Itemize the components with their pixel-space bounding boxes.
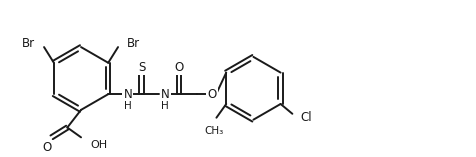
Text: Br: Br [127, 37, 140, 50]
Text: Br: Br [22, 37, 35, 50]
Text: S: S [138, 61, 145, 74]
Text: H: H [161, 101, 169, 111]
Text: N: N [161, 88, 169, 101]
Text: O: O [208, 88, 217, 101]
Text: Cl: Cl [300, 111, 312, 124]
Text: O: O [42, 141, 51, 154]
Text: OH: OH [90, 140, 107, 150]
Text: H: H [124, 101, 132, 111]
Text: O: O [174, 61, 183, 74]
Text: CH₃: CH₃ [205, 126, 224, 135]
Text: N: N [123, 88, 132, 101]
